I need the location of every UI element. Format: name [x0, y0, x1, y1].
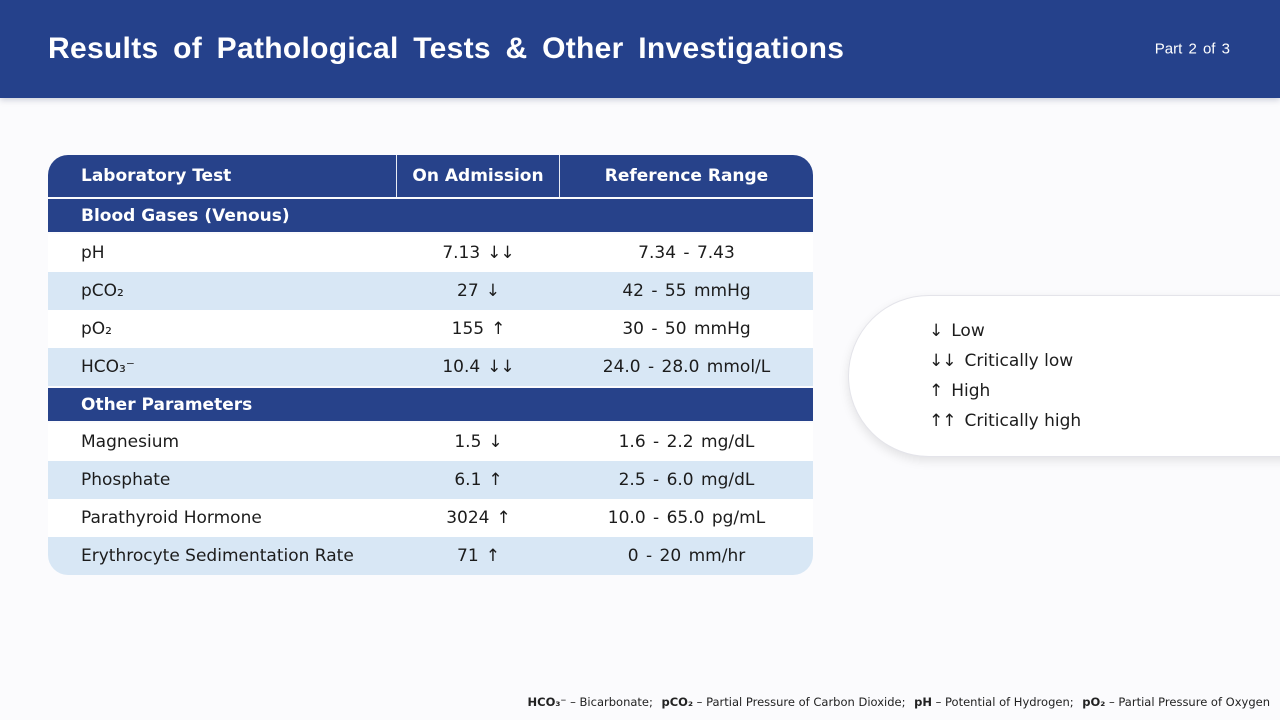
legend-arrow-icon: ↑↑ [929, 411, 956, 431]
table-row: Erythrocyte Sedimentation Rate 71 ↑ 0 - … [48, 537, 813, 575]
table-row: pCO₂ 27 ↓ 42 - 55 mmHg [48, 272, 813, 310]
value-text: 1.5 [454, 432, 482, 452]
footnote-term: pCO₂ [661, 695, 694, 709]
table-row: Phosphate 6.1 ↑ 2.5 - 6.0 mg/dL [48, 461, 813, 499]
footnote-item: HCO₃⁻ – Bicarbonate; [528, 695, 653, 709]
cell-reference-range: 7.34 - 7.43 [638, 243, 735, 263]
section-title: Other Parameters [81, 394, 253, 415]
legend-items: ↓ Low ↓↓ Critically low ↑ High ↑↑ Critically… [929, 316, 1280, 436]
title-banner: Results of Pathological Tests & Other In… [0, 0, 1280, 98]
trend-arrow-icon: ↑ [488, 470, 502, 490]
table-row: pH 7.13 ↓↓ 7.34 - 7.43 [48, 234, 813, 272]
legend-item: ↑ High [929, 376, 1280, 406]
cell-test-name: Parathyroid Hormone [81, 508, 262, 528]
footnote-definition: – Partial Pressure of Carbon Dioxide; [693, 695, 906, 709]
trend-arrow-icon: ↑ [485, 546, 500, 566]
cell-reference-range: 2.5 - 6.0 mg/dL [618, 470, 755, 490]
legend-label: Critically high [964, 411, 1082, 431]
legend-label: High [951, 381, 991, 401]
page-title: Results of Pathological Tests & Other In… [48, 32, 845, 65]
table-body: Blood Gases (Venous) pH 7.13 ↓↓ 7.34 - 7… [48, 199, 813, 575]
trend-arrow-icon: ↓↓ [487, 243, 514, 263]
footnote-definition: – Bicarbonate; [566, 695, 653, 709]
cell-test-name: pO₂ [81, 319, 112, 339]
footnote-term: HCO₃⁻ [527, 695, 567, 709]
column-header-laboratory-test: Laboratory Test [81, 166, 232, 186]
footnote-term: pH [914, 695, 932, 709]
cell-reference-range: 24.0 - 28.0 mmol/L [602, 357, 771, 377]
table-row: Magnesium 1.5 ↓ 1.6 - 2.2 mg/dL [48, 423, 813, 461]
value-text: 71 [457, 546, 479, 566]
legend-box: ↓ Low ↓↓ Critically low ↑ High ↑↑ Critically… [848, 295, 1280, 457]
table-row: Parathyroid Hormone 3024 ↑ 10.0 - 65.0 p… [48, 499, 813, 537]
value-text: 27 [457, 281, 479, 301]
cell-test-name: pH [81, 243, 105, 263]
footnote-definition: – Potential of Hydrogen; [931, 695, 1074, 709]
legend-item: ↓↓ Critically low [929, 346, 1280, 376]
trend-arrow-icon: ↑ [491, 319, 505, 339]
cell-test-name: Magnesium [81, 432, 180, 452]
legend-arrow-icon: ↓ [929, 321, 943, 341]
legend-label: Low [951, 321, 985, 341]
column-header-reference-range: Reference Range [604, 166, 769, 186]
section-header-row: Other Parameters [48, 388, 813, 421]
cell-test-name: Erythrocyte Sedimentation Rate [81, 546, 354, 566]
cell-admission-value: 6.1 ↑ [396, 461, 560, 499]
footnote-definition: – Partial Pressure of Oxygen [1105, 695, 1270, 709]
cell-reference-range: 42 - 55 mmHg [622, 281, 751, 301]
cell-reference-range: 10.0 - 65.0 pg/mL [607, 508, 766, 528]
value-text: 7.13 [442, 243, 481, 263]
cell-test-name: Phosphate [81, 470, 171, 490]
legend-item: ↓ Low [929, 316, 1280, 346]
legend-item: ↑↑ Critically high [929, 406, 1280, 436]
cell-admission-value: 71 ↑ [396, 537, 560, 575]
table-row: pO₂ 155 ↑ 30 - 50 mmHg [48, 310, 813, 348]
value-text: 6.1 [454, 470, 482, 490]
cell-reference-range: 30 - 50 mmHg [622, 319, 751, 339]
cell-test-name: pCO₂ [81, 281, 124, 301]
abbreviation-footnote: HCO₃⁻ – Bicarbonate; pCO₂ – Partial Pres… [528, 695, 1270, 709]
cell-admission-value: 3024 ↑ [396, 499, 560, 537]
legend-label: Critically low [964, 351, 1074, 371]
lab-results-table: Laboratory Test On Admission Reference R… [48, 155, 813, 575]
cell-reference-range: 0 - 20 mm/hr [627, 546, 746, 566]
section-header-row: Blood Gases (Venous) [48, 199, 813, 232]
table-row: HCO₃⁻ 10.4 ↓↓ 24.0 - 28.0 mmol/L [48, 348, 813, 386]
cell-admission-value: 155 ↑ [396, 310, 560, 348]
footnote-item: pH – Potential of Hydrogen; [914, 695, 1074, 709]
cell-test-name: HCO₃⁻ [81, 357, 135, 377]
part-indicator: Part 2 of 3 [1154, 40, 1230, 58]
value-text: 10.4 [442, 357, 481, 377]
table-header-row: Laboratory Test On Admission Reference R… [48, 155, 813, 197]
footnote-term: pO₂ [1082, 695, 1106, 709]
cell-admission-value: 27 ↓ [396, 272, 560, 310]
trend-arrow-icon: ↓ [488, 432, 502, 452]
section-title: Blood Gases (Venous) [81, 205, 290, 226]
trend-arrow-icon: ↓ [485, 281, 500, 301]
footnote-item: pO₂ – Partial Pressure of Oxygen [1082, 695, 1270, 709]
legend-arrow-icon: ↑ [929, 381, 943, 401]
cell-reference-range: 1.6 - 2.2 mg/dL [618, 432, 755, 452]
column-header-on-admission: On Admission [396, 155, 560, 197]
value-text: 155 [451, 319, 485, 339]
footnote-item: pCO₂ – Partial Pressure of Carbon Dioxid… [662, 695, 906, 709]
trend-arrow-icon: ↑ [496, 508, 511, 528]
trend-arrow-icon: ↓↓ [487, 357, 514, 377]
value-text: 3024 [446, 508, 490, 528]
legend-arrow-icon: ↓↓ [929, 351, 956, 371]
cell-admission-value: 7.13 ↓↓ [396, 234, 560, 272]
cell-admission-value: 1.5 ↓ [396, 423, 560, 461]
cell-admission-value: 10.4 ↓↓ [396, 348, 560, 386]
